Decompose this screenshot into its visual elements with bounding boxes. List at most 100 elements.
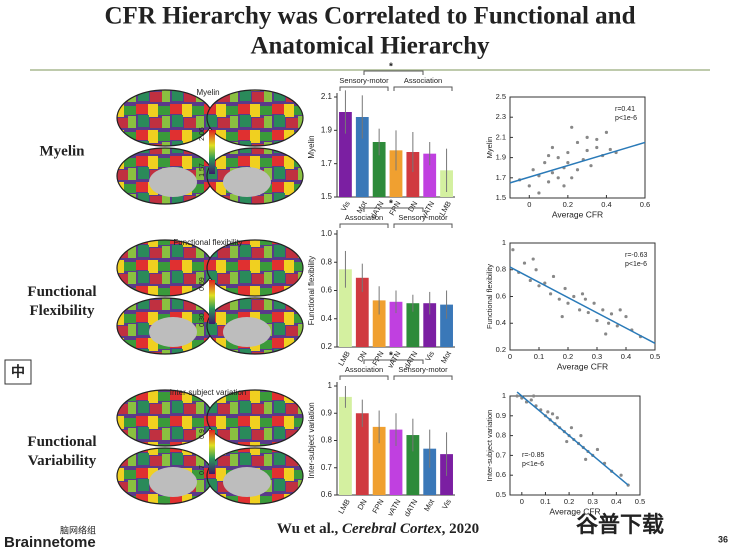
point	[583, 297, 588, 301]
bar	[339, 269, 352, 347]
point	[537, 191, 541, 195]
point	[579, 434, 583, 438]
citation-part: Cerebral Cortex	[342, 521, 442, 537]
bar	[406, 152, 420, 197]
bar	[389, 429, 403, 495]
map-title: Myelin	[196, 88, 219, 97]
bar	[389, 301, 403, 347]
point	[580, 292, 585, 296]
x-tick-label: 0.5	[635, 497, 645, 506]
colorbar	[209, 430, 215, 474]
group-bracket	[339, 223, 389, 228]
significance-bracket	[363, 207, 424, 212]
y-tick-label: 0.4	[496, 318, 506, 327]
y-axis-label: Functional flexibility	[485, 264, 494, 329]
x-axis-label: Average CFR	[552, 209, 603, 219]
y-tick-label: 1	[502, 391, 506, 400]
point	[609, 312, 614, 316]
colorbar	[209, 130, 215, 174]
point	[566, 150, 570, 155]
bar	[406, 435, 420, 495]
point	[534, 268, 538, 272]
point	[565, 439, 569, 444]
group-label: Sensory-motor	[398, 213, 448, 222]
colorbar	[209, 280, 215, 324]
significance-bracket	[363, 70, 424, 75]
x-axis-label: Average CFR	[549, 506, 600, 516]
y-tick-label: 2.3	[496, 112, 506, 121]
y-tick-label: 0.7	[321, 463, 333, 472]
point	[619, 473, 623, 477]
point	[566, 301, 570, 305]
point	[618, 308, 622, 312]
logo: Brainnetome	[4, 534, 96, 549]
point	[511, 248, 515, 252]
page-number: 36	[718, 534, 728, 544]
point	[543, 161, 547, 165]
medial-wall	[149, 467, 197, 497]
x-tick-label: 0.1	[534, 352, 544, 361]
x-tick-label: 0.2	[563, 200, 573, 209]
point	[556, 176, 560, 180]
map-title: Inter-subject variation	[170, 388, 246, 397]
point	[550, 412, 555, 416]
y-tick-label: 0.8	[496, 431, 506, 440]
point	[522, 261, 527, 265]
point	[585, 135, 589, 139]
bar	[339, 112, 352, 197]
y-tick-label: 0.9	[321, 408, 333, 417]
group-label: Association	[345, 365, 383, 374]
point	[595, 137, 599, 142]
y-tick-label: 2.1	[496, 132, 506, 141]
citation-part: Wu et al.,	[277, 521, 342, 537]
y-axis-label: Inter-subject variation	[485, 410, 494, 482]
fit-line	[516, 391, 629, 486]
y-tick-label: 0.6	[321, 490, 333, 499]
group-bracket	[393, 223, 453, 228]
row-label: Variability	[28, 453, 97, 469]
y-tick-label: 1.7	[321, 159, 333, 168]
badge-box	[4, 359, 32, 385]
annotation: p<1e-6	[522, 461, 544, 468]
point	[604, 332, 608, 336]
point	[578, 308, 582, 312]
y-tick-label: 1.0	[321, 229, 333, 238]
bar	[389, 150, 403, 197]
point	[546, 410, 550, 414]
significance: *	[389, 62, 393, 73]
point	[601, 308, 605, 312]
bar	[355, 117, 369, 197]
x-tick-label: 0	[520, 497, 524, 506]
y-tick-label: 1	[502, 238, 506, 247]
y-tick-label: 0.9	[496, 411, 506, 420]
point	[557, 297, 561, 301]
point	[537, 284, 541, 288]
point	[584, 457, 588, 461]
point	[531, 257, 535, 261]
y-tick-label: 1.5	[496, 193, 506, 202]
point	[572, 294, 576, 299]
medial-wall	[223, 317, 271, 347]
medial-wall	[223, 467, 271, 497]
point	[515, 394, 519, 398]
citation-part: , 2020	[442, 521, 480, 537]
point	[570, 176, 574, 180]
group-bracket	[339, 86, 389, 91]
point	[560, 314, 564, 319]
colorbar-label: 0.69	[199, 277, 206, 291]
significance-bracket	[363, 359, 424, 364]
x-tick-label: 0	[527, 200, 531, 209]
x-tick-label: 0	[508, 352, 512, 361]
point	[595, 318, 599, 323]
y-tick-label: 0.8	[321, 436, 333, 445]
significance: *	[389, 199, 393, 210]
x-tick-label: 0.1	[540, 497, 550, 506]
point	[531, 168, 535, 172]
x-tick-label: 0.2	[563, 352, 573, 361]
y-tick-label: 1.7	[496, 173, 506, 182]
bar	[355, 413, 369, 495]
medial-wall	[149, 317, 197, 347]
bar	[423, 448, 437, 495]
group-label: Sensory-motor	[398, 365, 448, 374]
x-tick-label: 0.2	[564, 497, 574, 506]
